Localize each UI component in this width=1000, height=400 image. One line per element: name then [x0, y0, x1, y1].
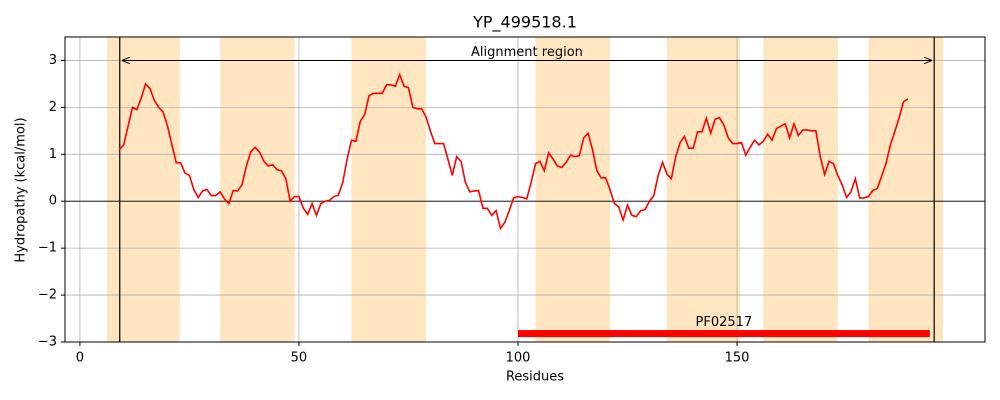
y-tick-label: 2: [49, 100, 57, 115]
domain-bar: [517, 330, 930, 338]
x-tick-label: 150: [725, 351, 750, 366]
shaded-region: [220, 37, 295, 342]
y-tick-label: −2: [38, 288, 57, 303]
y-tick-label: 1: [49, 147, 57, 162]
plot-frame: [64, 36, 986, 343]
annotation: Alignment region: [471, 45, 583, 60]
x-axis-label: Residues: [506, 370, 564, 385]
y-tick-label: 0: [49, 194, 57, 209]
shaded-region: [666, 37, 741, 342]
shaded-region: [107, 37, 180, 342]
hydropathy-line: [118, 72, 909, 231]
y-axis-label: Hydropathy (kcal/mol): [14, 117, 29, 262]
domain-label: PF02517: [696, 315, 753, 330]
y-tick-label: 3: [49, 53, 57, 68]
shaded-region: [535, 37, 610, 342]
y-tick-label: −1: [38, 241, 57, 256]
x-tick-label: 50: [291, 351, 308, 366]
x-tick-label: 100: [506, 351, 531, 366]
chart-title: YP_499518.1: [472, 13, 577, 33]
shaded-region: [868, 37, 943, 342]
y-tick-label: −3: [38, 335, 57, 350]
shaded-region: [763, 37, 838, 342]
x-tick-label: 0: [76, 351, 84, 366]
shaded-region: [351, 37, 426, 342]
